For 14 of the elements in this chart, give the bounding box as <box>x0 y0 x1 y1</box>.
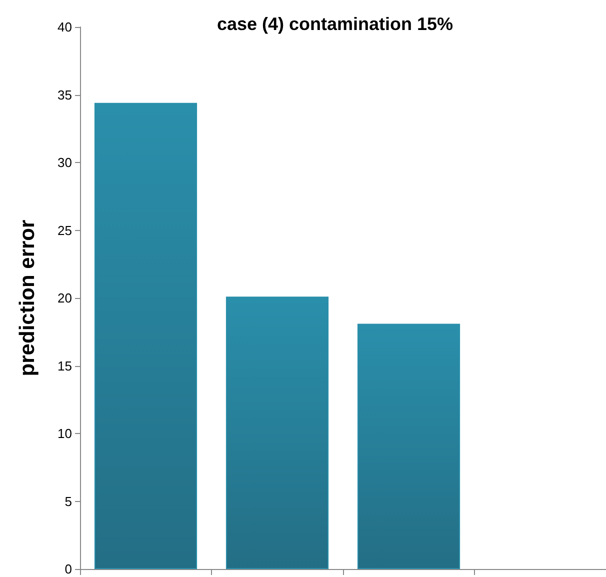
chart-title: case (4) contamination 15% <box>216 14 454 34</box>
y-tick-label: 5 <box>64 494 72 509</box>
y-tick-label: 30 <box>58 155 72 170</box>
y-tick-label: 20 <box>58 290 72 306</box>
y-tick-label: 40 <box>58 20 72 34</box>
y-tick-label: 0 <box>64 562 72 576</box>
y-axis-title: prediction error <box>16 220 39 376</box>
y-tick-label: 10 <box>58 426 72 441</box>
bar <box>226 296 329 569</box>
y-tick-label: 25 <box>58 222 72 238</box>
y-tick-label: 15 <box>58 358 72 374</box>
bar <box>357 324 460 569</box>
bar <box>94 102 198 569</box>
y-tick-label: 35 <box>58 87 72 102</box>
